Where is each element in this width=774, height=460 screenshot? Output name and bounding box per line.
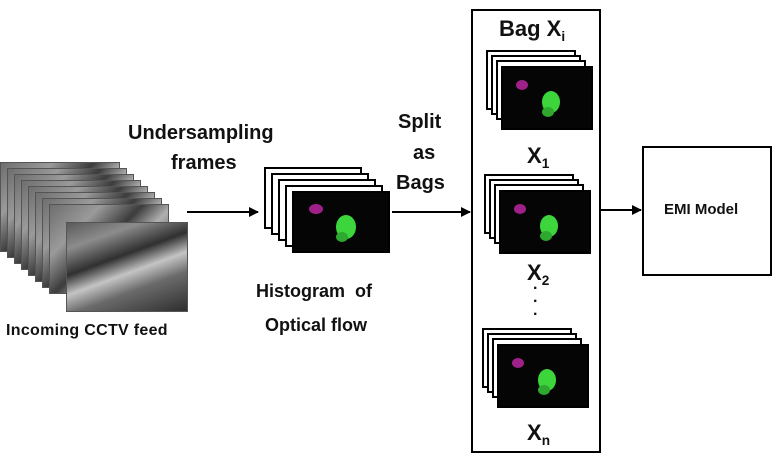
flow-frame-front — [292, 191, 390, 253]
bag-frame-front — [499, 190, 591, 254]
histogram-label-line2: Optical flow — [265, 315, 368, 335]
cctv-frame-stack — [0, 162, 190, 312]
bag-title-main: Bag X — [499, 16, 562, 41]
split-label-line1: Split — [398, 111, 442, 133]
bag-flow-blobs — [516, 80, 560, 117]
bag-title-subscript: i — [561, 28, 566, 44]
flow-blobs — [309, 204, 356, 242]
histogram-label-line1: Histogram of — [256, 281, 373, 301]
bag-instance-label-2: X2 — [527, 260, 549, 288]
incoming-feed-label: Incoming CCTV feed — [6, 322, 168, 339]
bag-frame-front — [497, 344, 589, 408]
bag-container-box — [471, 9, 601, 453]
bag-stack-2 — [484, 174, 594, 260]
bag-ellipsis: · · · — [533, 280, 539, 323]
split-label-line2: as — [413, 142, 436, 164]
bag-instance-subscript: n — [541, 432, 551, 448]
bag-instance-subscript: 1 — [541, 155, 550, 171]
bag-instance-label-1: X1 — [527, 143, 549, 171]
bag-instance-subscript: 2 — [541, 272, 550, 288]
emi-model-label: EMI Model — [664, 201, 739, 218]
bag-stack-1 — [486, 50, 596, 136]
optical-flow-stack — [264, 167, 396, 259]
emi-model-box — [642, 146, 772, 276]
bag-instance-x: X — [527, 143, 542, 168]
undersampling-label-line2: frames — [171, 152, 237, 174]
bag-stack-n — [482, 328, 592, 414]
bag-title: Bag Xi — [499, 16, 565, 44]
bag-instance-x: X — [527, 420, 542, 445]
bag-flow-blobs — [514, 204, 558, 241]
bag-instance-label-n: Xn — [527, 420, 550, 448]
undersampling-label-line1: Undersampling — [128, 122, 274, 144]
bag-frame-front — [501, 66, 593, 130]
cctv-frame-front — [66, 222, 188, 312]
split-label-line3: Bags — [396, 172, 445, 194]
bag-instance-x: X — [527, 260, 542, 285]
bag-flow-blobs — [512, 358, 556, 395]
